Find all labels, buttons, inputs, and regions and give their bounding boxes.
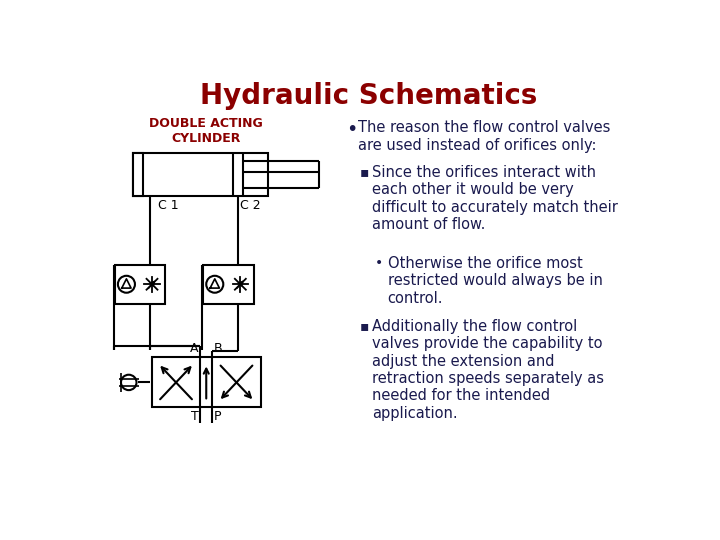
Text: T: T — [191, 410, 199, 423]
Text: P: P — [214, 410, 222, 423]
Text: A: A — [190, 342, 199, 355]
Text: ▪: ▪ — [360, 319, 369, 333]
Bar — [152, 357, 261, 408]
Text: Additionally the flow control
valves provide the capability to
adjust the extens: Additionally the flow control valves pro… — [372, 319, 604, 421]
Text: ▪: ▪ — [360, 165, 369, 179]
Bar — [203, 265, 253, 303]
Text: C 1: C 1 — [158, 199, 179, 212]
Bar — [132, 153, 143, 195]
Text: Otherwise the orifice most
restricted would always be in
control.: Otherwise the orifice most restricted wo… — [387, 256, 603, 306]
Text: Hydraulic Schematics: Hydraulic Schematics — [200, 82, 538, 110]
Text: C 2: C 2 — [240, 199, 261, 212]
Text: The reason the flow control valves
are used instead of orifices only:: The reason the flow control valves are u… — [358, 120, 611, 153]
Text: Since the orifices interact with
each other it would be very
difficult to accura: Since the orifices interact with each ot… — [372, 165, 618, 232]
Bar — [114, 265, 165, 303]
Text: •: • — [375, 256, 384, 270]
Text: DOUBLE ACTING
CYLINDER: DOUBLE ACTING CYLINDER — [149, 117, 263, 145]
Bar — [132, 153, 269, 195]
Text: •: • — [346, 120, 357, 139]
Text: B: B — [214, 342, 222, 355]
